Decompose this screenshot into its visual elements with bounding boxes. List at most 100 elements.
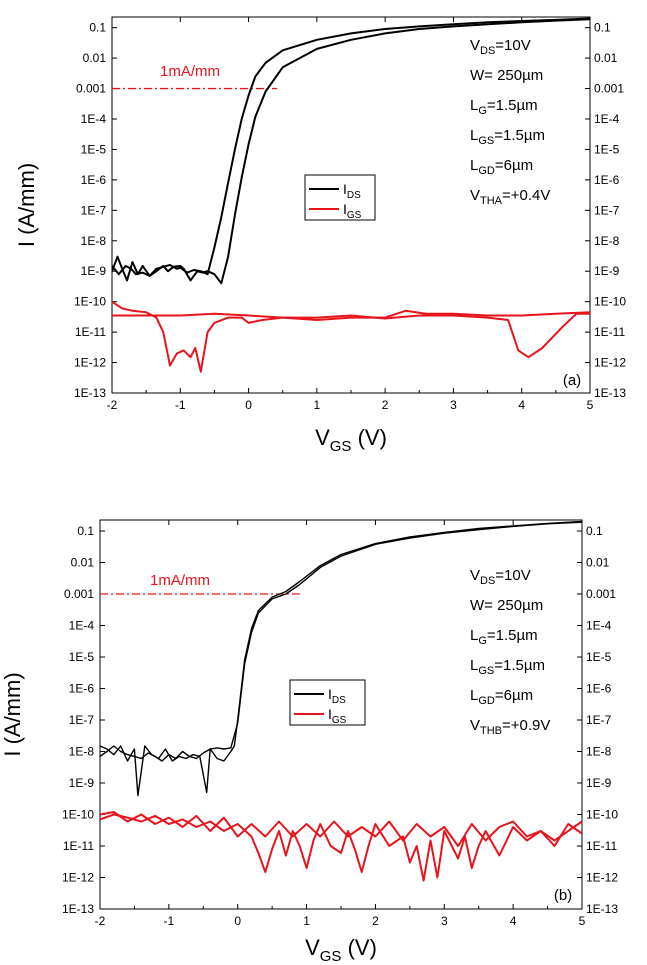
- y-tick-label-left: 0.01: [83, 51, 107, 65]
- y-tick-label-left: 1E-13: [74, 386, 106, 400]
- x-tick-label: -2: [95, 914, 106, 928]
- param-line: VTHA=+0.4V: [470, 187, 550, 207]
- igs-curve: [100, 813, 582, 882]
- param-line: VDS=10V: [470, 37, 531, 57]
- y-axis-label: I (A/mm): [0, 672, 25, 756]
- y-tick-label-left: 1E-12: [74, 356, 106, 370]
- y-tick-label-right: 1E-9: [586, 776, 612, 790]
- y-tick-label-left: 1E-12: [62, 871, 94, 885]
- param-line: LGS=1.5µm: [470, 657, 545, 677]
- y-tick-label-right: 1E-7: [586, 713, 612, 727]
- y-tick-label-left: 1E-6: [69, 682, 95, 696]
- y-tick-label-left: 1E-9: [69, 776, 95, 790]
- y-tick-label-right: 0.1: [594, 21, 611, 35]
- y-tick-label-left: 1E-11: [75, 325, 106, 339]
- y-tick-label-left: 1E-4: [69, 619, 95, 633]
- x-tick-label: 5: [587, 398, 594, 412]
- x-tick-label: 4: [510, 914, 517, 928]
- y-tick-label-right: 0.001: [594, 82, 624, 96]
- param-line: LG=1.5µm: [470, 627, 538, 647]
- y-tick-label-right: 1E-11: [594, 325, 625, 339]
- y-tick-label-left: 1E-10: [74, 295, 106, 309]
- y-tick-label-right: 1E-10: [586, 808, 618, 822]
- x-tick-label: -2: [107, 398, 118, 412]
- y-tick-label-right: 1E-5: [586, 650, 612, 664]
- y-tick-label-left: 1E-8: [81, 234, 107, 248]
- legend-label: IDS: [328, 686, 346, 706]
- x-axis-label: VGS (V): [315, 425, 387, 455]
- param-line: LG=1.5µm: [470, 97, 538, 117]
- panel-a: 0.1 0.1 0.01 0.01 0.001 0.001 1E-4 1E-4 1E-5 1E-5…: [14, 16, 626, 455]
- legend-box: [289, 679, 366, 726]
- x-tick-label: -1: [175, 398, 186, 412]
- annotation-1mA: 1mA/mm: [160, 63, 220, 80]
- y-tick-label-right: 1E-8: [586, 745, 612, 759]
- y-axis-label: I (A/mm): [14, 163, 39, 247]
- y-tick-label-right: 1E-5: [594, 142, 620, 156]
- y-tick-label-right: 1E-8: [594, 234, 620, 248]
- y-tick-label-right: 1E-12: [586, 871, 618, 885]
- panel-b: 0.1 0.1 0.01 0.01 0.001 0.001 1E-4 1E-4 1E-5 1E-5…: [0, 519, 618, 965]
- x-tick-label: 0: [234, 914, 241, 928]
- panel-label: (b): [554, 887, 572, 904]
- x-tick-label: 4: [518, 398, 525, 412]
- igs-curve: [112, 300, 590, 373]
- y-tick-label-right: 1E-7: [594, 203, 620, 217]
- x-tick-label: 3: [441, 914, 448, 928]
- y-tick-label-right: 1E-13: [586, 902, 618, 916]
- ids-curve: [100, 521, 582, 762]
- x-tick-label: 5: [579, 914, 586, 928]
- x-tick-label: 2: [372, 914, 379, 928]
- y-tick-label-right: 1E-4: [594, 112, 620, 126]
- param-line: VDS=10V: [470, 567, 531, 587]
- ids-curve: [112, 17, 590, 282]
- y-tick-label-right: 1E-6: [594, 173, 620, 187]
- y-tick-label-right: 1E-13: [594, 386, 626, 400]
- ids-curve: [112, 18, 590, 285]
- y-tick-label-left: 1E-7: [81, 203, 107, 217]
- y-tick-label-left: 0.1: [89, 21, 106, 35]
- y-tick-label-left: 1E-6: [81, 173, 107, 187]
- legend-box: [304, 174, 376, 221]
- legend-label: IDS: [343, 181, 361, 201]
- igs-curve: [112, 309, 590, 321]
- y-tick-label-right: 1E-9: [594, 264, 620, 278]
- ids-curve: [100, 520, 582, 797]
- y-tick-label-right: 1E-10: [594, 295, 626, 309]
- param-line: W= 250µm: [470, 597, 543, 614]
- y-tick-label-right: 0.001: [586, 587, 616, 601]
- x-tick-label: 2: [382, 398, 389, 412]
- param-line: LGS=1.5µm: [470, 127, 545, 147]
- y-tick-label-left: 1E-9: [81, 264, 107, 278]
- annotation-1mA: 1mA/mm: [150, 572, 210, 589]
- y-tick-label-right: 1E-12: [594, 356, 626, 370]
- y-tick-label-left: 0.1: [77, 524, 94, 538]
- y-tick-label-left: 1E-4: [81, 112, 107, 126]
- y-tick-label-left: 0.001: [64, 587, 94, 601]
- y-tick-label-right: 0.1: [586, 524, 603, 538]
- param-line: LGD=6µm: [470, 157, 533, 177]
- y-tick-label-left: 1E-5: [69, 650, 95, 664]
- x-tick-label: 3: [450, 398, 457, 412]
- y-tick-label-left: 1E-13: [62, 902, 94, 916]
- legend-label: IGS: [328, 706, 347, 726]
- y-tick-label-right: 1E-6: [586, 682, 612, 696]
- x-tick-label: 0: [245, 398, 252, 412]
- y-tick-label-left: 0.001: [76, 82, 106, 96]
- param-line: VTHB=+0.9V: [470, 717, 550, 737]
- y-tick-label-left: 1E-5: [81, 142, 107, 156]
- param-line: W= 250µm: [470, 67, 543, 84]
- y-tick-label-left: 1E-8: [69, 745, 95, 759]
- x-tick-label: -1: [164, 914, 175, 928]
- y-tick-label-left: 1E-11: [63, 839, 94, 853]
- param-line: LGD=6µm: [470, 687, 533, 707]
- legend-label: IGS: [343, 201, 362, 221]
- x-tick-label: 1: [314, 398, 321, 412]
- y-tick-label-right: 0.01: [594, 51, 618, 65]
- y-tick-label-right: 1E-4: [586, 619, 612, 633]
- x-tick-label: 1: [303, 914, 310, 928]
- panel-label: (a): [563, 372, 581, 389]
- y-tick-label-left: 1E-7: [69, 713, 95, 727]
- igs-curve: [100, 811, 582, 847]
